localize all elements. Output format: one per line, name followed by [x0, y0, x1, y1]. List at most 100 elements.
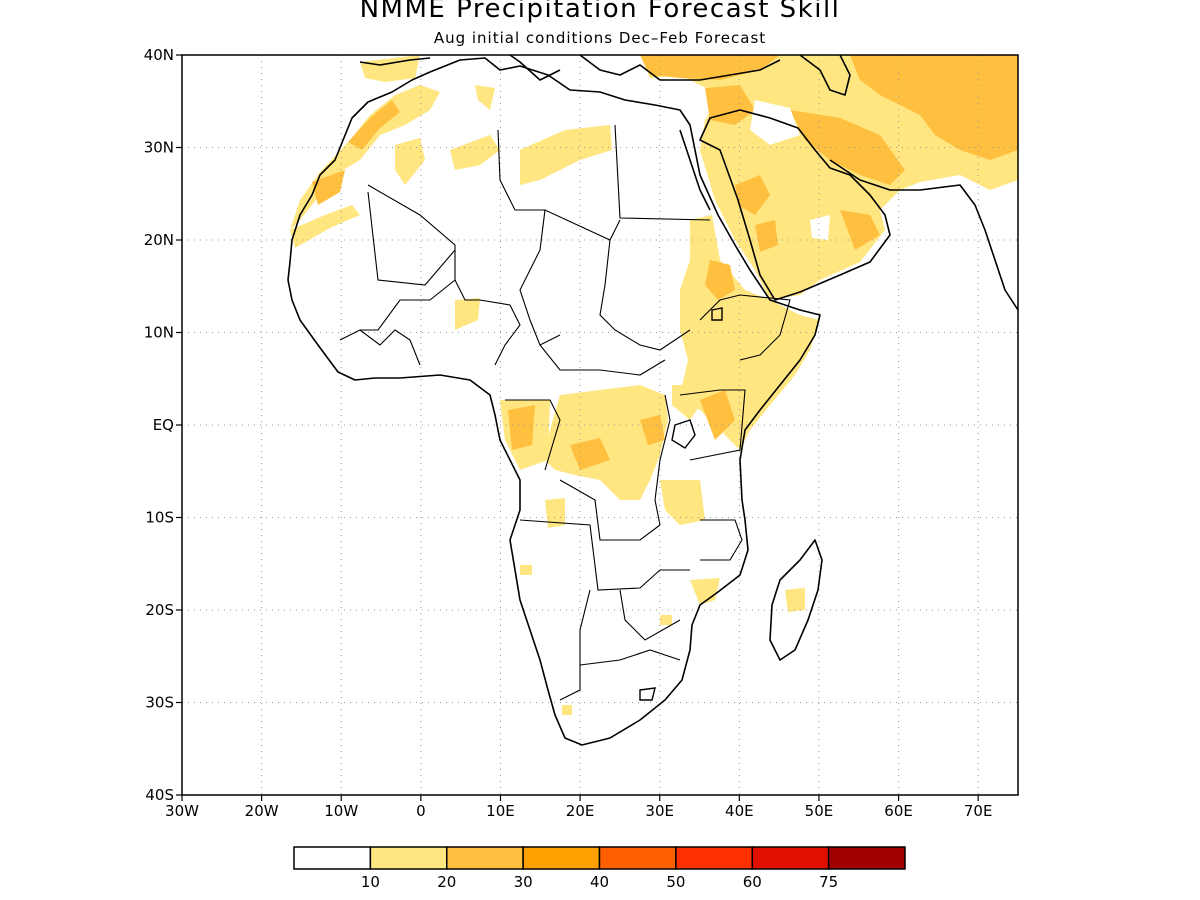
- legend-label: 75: [819, 873, 838, 891]
- lat-label: 40S: [145, 786, 174, 804]
- border-west-africa-coast: [339, 329, 421, 366]
- no-skill-region-syria: [750, 100, 800, 145]
- skill-region-saudi-north: [735, 175, 770, 215]
- legend-label: 20: [437, 873, 456, 891]
- skill-region-botswana: [660, 615, 672, 625]
- coastlines: [287, 55, 1018, 746]
- caspian-sea-coastline: [799, 55, 851, 96]
- skill-region-saudi-south: [755, 220, 778, 252]
- skill-region-south-africa: [562, 705, 572, 715]
- skill-region-ethiopian-highlands: [705, 260, 735, 300]
- longitude-labels: 30W 20W 10W 0 10E 20E 30E 40E 50E 60E 70E: [165, 802, 992, 820]
- skill-region-turkey: [640, 55, 780, 80]
- border-ethiopia: [699, 294, 791, 361]
- axis-ticks: [176, 54, 979, 801]
- legend-swatch: [598, 846, 677, 870]
- lon-label: 70E: [964, 802, 993, 820]
- border-botswana: [619, 589, 681, 641]
- color-legend: 10 20 30 40 50 60 75: [293, 846, 906, 891]
- lon-label: 20E: [566, 802, 595, 820]
- skill-region-zagros: [790, 110, 905, 185]
- skill-region-tunisia-coast: [475, 85, 495, 110]
- chart-title: NMME Precipitation Forecast Skill: [359, 0, 841, 24]
- skill-region-west-africa: [455, 298, 480, 330]
- europe-coastline: [359, 55, 781, 81]
- skill-region-gabon-core: [508, 405, 535, 450]
- nile-red-sea-line: [679, 129, 711, 211]
- lat-label: 40N: [144, 46, 174, 64]
- skill-region-levant: [705, 85, 755, 125]
- lat-label: 30S: [145, 694, 174, 712]
- no-skill-region-rub-al-khali: [810, 215, 830, 240]
- skill-region-mauritania-coast: [290, 205, 360, 248]
- legend-label: 60: [743, 873, 762, 891]
- skill-region-madagascar: [785, 588, 805, 612]
- skill-region-great-lakes: [640, 415, 665, 445]
- lon-label: 30W: [165, 802, 199, 820]
- border-maghreb: [360, 184, 456, 331]
- legend-swatch: [675, 846, 753, 870]
- lon-label: 0: [416, 802, 426, 820]
- latitude-labels: 40N 30N 20N 10N EQ 10S 20S 30S 40S: [144, 46, 174, 804]
- border-chad: [519, 209, 561, 346]
- lon-label: 50E: [805, 802, 834, 820]
- chart-subtitle: Aug initial conditions Dec–Feb Forecast: [433, 29, 767, 47]
- legend-label: 40: [590, 873, 609, 891]
- border-namibia-botswana: [559, 589, 591, 701]
- map-gridlines: [182, 55, 1018, 795]
- legend-label: 10: [361, 873, 380, 891]
- skill-region-uganda: [672, 385, 700, 420]
- skill-region-sahara-west: [395, 138, 425, 185]
- lon-label: 30E: [645, 802, 674, 820]
- border-angola: [519, 519, 690, 591]
- lat-label: EQ: [153, 416, 174, 434]
- lake-malawi: [639, 687, 656, 701]
- lat-label: 20N: [144, 231, 174, 249]
- skill-region-congo-basin: [545, 385, 668, 500]
- skill-region-nw-africa: [290, 85, 440, 230]
- lat-label: 30N: [144, 139, 174, 157]
- skill-region-moroccan-coast: [348, 100, 400, 150]
- border-congo: [505, 399, 561, 471]
- skill-region-libya: [520, 125, 612, 185]
- border-car: [539, 344, 666, 376]
- border-drc-south: [559, 479, 661, 541]
- border-nigeria-cameroon: [454, 279, 521, 366]
- legend-swatch: [751, 846, 830, 870]
- lat-label: 10N: [144, 324, 174, 342]
- skill-region-namibia-coast: [520, 565, 532, 575]
- border-tanzania: [700, 519, 743, 561]
- legend-swatch: [369, 846, 448, 870]
- legend-swatch: [827, 846, 906, 870]
- skill-region-western-sahara: [312, 170, 345, 205]
- lat-label: 10S: [145, 509, 174, 527]
- border-sudan: [599, 239, 691, 351]
- skill-region-north-coast-strip: [360, 55, 420, 82]
- border-south-africa: [579, 649, 681, 666]
- lon-label: 10W: [324, 802, 358, 820]
- border-libya-egypt: [614, 124, 711, 221]
- lakes: [639, 307, 723, 701]
- legend-swatch: [446, 846, 524, 870]
- lon-label: 60E: [884, 802, 913, 820]
- legend-label: 50: [666, 873, 685, 891]
- arabian-peninsula-coastline: [699, 109, 891, 301]
- lat-label: 20S: [145, 601, 174, 619]
- skill-region-angola: [545, 498, 565, 528]
- border-drc-east: [654, 394, 671, 526]
- skill-region-sahara-central: [450, 135, 500, 170]
- border-algeria-libya: [497, 129, 621, 241]
- africa-coastline: [287, 57, 821, 746]
- border-east-africa: [679, 389, 746, 461]
- border-mali-niger: [367, 191, 456, 286]
- skill-region-tanzania: [660, 480, 705, 525]
- skill-region-iran-afghanistan: [850, 55, 1018, 160]
- asia-coastline: [829, 159, 1018, 311]
- lake-tana: [711, 307, 723, 321]
- skill-region-mozambique: [690, 578, 720, 605]
- lon-label: 20W: [245, 802, 279, 820]
- legend-swatch: [522, 846, 601, 870]
- skill-region-gulf-coast: [840, 210, 880, 250]
- lon-label: 10E: [486, 802, 515, 820]
